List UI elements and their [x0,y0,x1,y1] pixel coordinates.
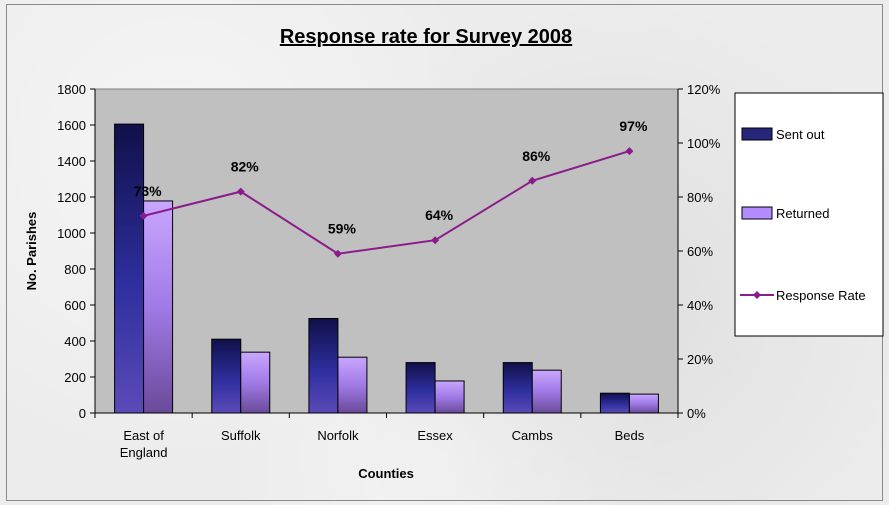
point-response-rate-2 [333,249,342,258]
bar-sent-out-5 [599,392,630,414]
bar-returned-4 [531,369,562,414]
point-response-rate-0 [139,211,148,220]
x-axis-label: Counties [358,466,414,481]
x-tick-label-3: Essex [417,428,453,443]
y2-tick-label-3: 60% [687,244,713,259]
y2-tick-label-6: 120% [687,82,721,97]
data-label-3: 64% [425,207,454,223]
point-response-rate-3 [431,236,440,245]
y2-tick-label-0: 0% [687,406,706,421]
y-tick-label-8: 1600 [57,118,86,133]
x-tick-label-1: Suffolk [221,428,261,443]
bar-sent-out-4 [502,362,533,414]
legend-swatch-returned [741,206,773,220]
y2-tick-label-4: 80% [687,190,713,205]
y-tick-label-7: 1400 [57,154,86,169]
legend-label-returned: Returned [776,206,829,221]
bar-returned-0 [143,200,174,414]
y-tick-label-0: 0 [79,406,86,421]
y2-tick-label-5: 100% [687,136,721,151]
data-label-2: 59% [328,221,357,237]
data-label-5: 97% [619,118,648,134]
bar-sent-out-2 [308,318,339,414]
y-tick-label-2: 400 [64,334,86,349]
y-tick-label-4: 800 [64,262,86,277]
point-response-rate-5 [625,147,634,156]
y2-tick-label-2: 40% [687,298,713,313]
x-tick-label-4: Cambs [512,428,554,443]
data-label-0: 73% [134,183,163,199]
legend-swatch-sent-out [741,127,773,141]
legend-marker-response-rate [753,291,761,299]
point-response-rate-1 [236,187,245,196]
y-tick-label-6: 1200 [57,190,86,205]
line-response-rate [143,150,630,255]
y-tick-label-5: 1000 [57,226,86,241]
bar-sent-out-1 [211,338,242,414]
x-tick-label-2: Norfolk [317,428,359,443]
data-label-1: 82% [231,159,260,175]
legend-label-response-rate: Response Rate [776,288,866,303]
legend: Sent out Returned Response Rate [734,92,884,337]
bar-sent-out-3 [405,362,436,414]
data-label-4: 86% [522,148,551,164]
bar-returned-2 [337,356,368,414]
x-tick-label-5: Beds [615,428,645,443]
y-tick-label-1: 200 [64,370,86,385]
bar-returned-1 [240,351,271,414]
x-tick-label-0: East of England [120,428,168,460]
bar-returned-3 [434,380,465,414]
bar-sent-out-0 [114,123,145,414]
y-tick-label-3: 600 [64,298,86,313]
point-response-rate-4 [528,176,537,185]
y-tick-label-9: 1800 [57,82,86,97]
legend-label-sent-out: Sent out [776,127,825,142]
bar-returned-5 [628,393,659,414]
y2-tick-label-1: 20% [687,352,713,367]
chart-title: Response rate for Survey 2008 [280,26,572,48]
plot-area [94,88,679,414]
y-axis-label: No. Parishes [24,212,39,291]
